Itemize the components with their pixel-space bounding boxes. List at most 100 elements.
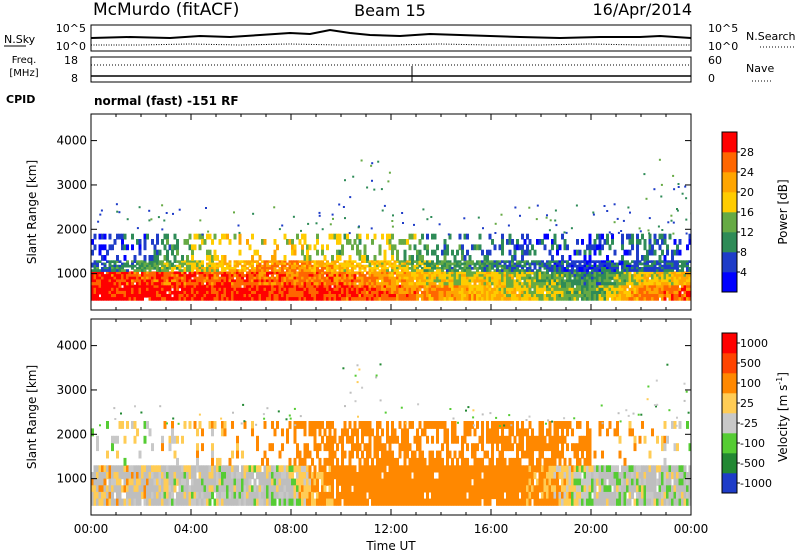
power-cell [141, 284, 144, 289]
power-cell [671, 290, 674, 295]
power-cell [581, 282, 584, 286]
velocity-cell [231, 478, 234, 486]
power-cell [113, 274, 117, 278]
power-cell [511, 255, 514, 261]
power-cell [311, 282, 314, 286]
power-cell [338, 294, 342, 298]
power-cell [631, 274, 634, 278]
power-cell [543, 282, 547, 286]
power-cell [658, 276, 662, 280]
velocity-cell [473, 498, 477, 506]
velocity-cell [333, 472, 337, 480]
power-cell [158, 282, 162, 286]
velocity-cell [241, 485, 244, 493]
power-cell [538, 284, 542, 289]
power-cell [386, 269, 389, 272]
velocity-cell [93, 478, 97, 486]
power-cell [623, 249, 627, 256]
power-cell [688, 239, 691, 245]
power-cell [463, 290, 467, 295]
power-cell [208, 233, 212, 240]
power-cell [501, 279, 504, 283]
power-cell [468, 262, 472, 266]
power-cell [433, 264, 437, 268]
power-cell [546, 271, 549, 275]
velocity-cell [331, 465, 334, 473]
power-cell [583, 255, 587, 261]
power-cell [326, 294, 329, 298]
power-cell [188, 262, 192, 266]
power-cell [181, 282, 184, 286]
power-cell [198, 262, 202, 266]
power-point [342, 206, 345, 208]
power-cell [671, 264, 674, 268]
power-cell [441, 274, 444, 278]
power-cell [583, 249, 587, 256]
power-cell [663, 287, 667, 292]
power-cell [213, 233, 217, 240]
power-cell [363, 269, 367, 272]
power-cell [541, 260, 544, 263]
power-cell [461, 271, 464, 275]
power-cell [271, 271, 274, 275]
velocity-cell [273, 498, 277, 506]
power-cell [253, 287, 257, 292]
power-cell [431, 262, 434, 266]
power-cell [598, 279, 602, 283]
power-cell [171, 249, 174, 256]
power-cell [281, 294, 284, 298]
velocity-cell [376, 491, 379, 500]
power-cell [353, 276, 357, 280]
power-cell [296, 290, 299, 295]
velocity-cell [108, 465, 112, 473]
velocity-cell [243, 465, 247, 473]
velocity-cell [403, 485, 407, 493]
power-cell [368, 262, 372, 266]
velocity-cell [163, 498, 167, 506]
power-cell [223, 267, 227, 270]
power-point [373, 188, 376, 191]
power-cell [483, 290, 487, 295]
power-cell [651, 264, 654, 268]
power-cell [553, 269, 557, 272]
power-cell [106, 260, 109, 263]
power-cell [516, 276, 519, 280]
power-cell [238, 269, 242, 272]
power-cell [463, 233, 467, 240]
power-cell [558, 284, 562, 289]
power-cell [528, 284, 532, 289]
power-cell [151, 279, 154, 283]
power-point [392, 214, 394, 217]
power-cell [136, 260, 139, 263]
power-cell [473, 290, 477, 295]
power-cell [511, 262, 514, 266]
power-cell [336, 271, 339, 275]
power-cell [138, 260, 142, 263]
power-cell [548, 276, 552, 280]
power-cell [508, 282, 512, 286]
velocity-cell [138, 465, 142, 473]
power-point [388, 171, 391, 174]
power-cell [436, 294, 439, 298]
velocity-cell [473, 472, 477, 480]
power-cell [411, 284, 414, 289]
power-cell [686, 271, 689, 275]
power-cell [298, 267, 302, 270]
power-cell [353, 297, 357, 301]
power-cell [573, 276, 577, 280]
velocity-cell [196, 478, 199, 486]
power-cell [508, 287, 512, 292]
power-cell [426, 274, 429, 278]
power-cell [646, 290, 649, 295]
power-cell [158, 276, 162, 280]
power-cell [203, 290, 207, 295]
velocity-cell [266, 465, 269, 473]
power-cell [243, 282, 247, 286]
power-cell [601, 233, 604, 240]
velocity-cell [93, 485, 97, 493]
power-cell [478, 267, 482, 270]
power-cell [91, 297, 94, 301]
power-cell [173, 297, 177, 301]
power-cell [596, 282, 599, 286]
power-cell [521, 260, 524, 263]
